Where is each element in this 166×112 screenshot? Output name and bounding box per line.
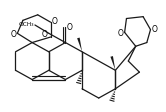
Text: OCH₃: OCH₃ bbox=[19, 21, 34, 26]
Text: O: O bbox=[42, 30, 48, 38]
Text: O: O bbox=[67, 23, 72, 32]
Text: O: O bbox=[52, 17, 58, 26]
Text: O: O bbox=[11, 30, 17, 38]
Text: O: O bbox=[152, 25, 158, 34]
Text: O: O bbox=[118, 29, 124, 38]
Polygon shape bbox=[77, 38, 82, 52]
Polygon shape bbox=[110, 57, 115, 71]
